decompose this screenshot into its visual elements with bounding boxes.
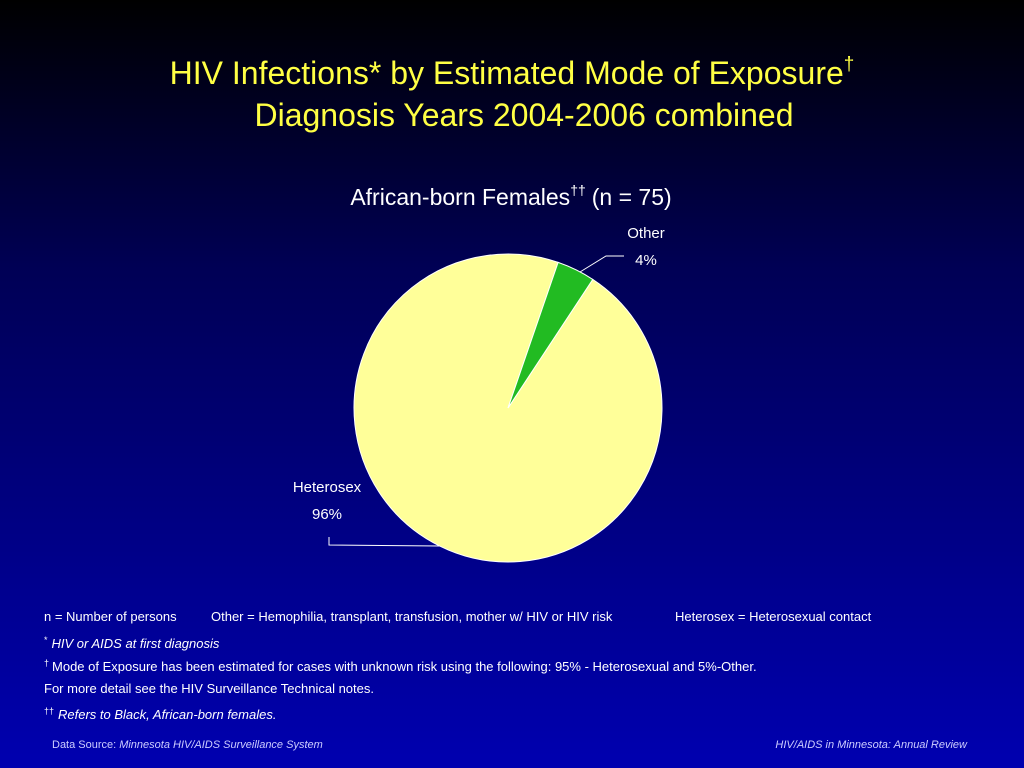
footer-source: Data Source: Minnesota HIV/AIDS Surveilla…	[52, 739, 323, 751]
footnote-text: Mode of Exposure has been estimated for …	[52, 659, 757, 674]
subtitle-text: African-born Females	[350, 184, 570, 210]
title-line: Diagnosis Years 2004-2006 combined	[254, 97, 793, 133]
slice-label: Heterosex	[293, 479, 362, 496]
subtitle: African-born Females†† (n = 75)	[350, 182, 671, 210]
footnote-legend: Other = Hemophilia, transplant, transfus…	[211, 609, 613, 624]
footnote: † Mode of Exposure has been estimated for…	[44, 658, 757, 674]
subtitle-mark: ††	[570, 182, 586, 198]
leader-line	[579, 255, 624, 273]
title-mark: †	[844, 54, 855, 75]
footnote-detail: For more detail see the HIV Surveillance…	[44, 681, 374, 696]
pie	[353, 253, 663, 563]
slice-label: Other	[627, 225, 665, 242]
footnote-text: Refers to Black, African-born females.	[58, 707, 276, 722]
footer-right: HIV/AIDS in Minnesota: Annual Review	[775, 739, 968, 751]
slice-value-label: 96%	[312, 506, 342, 523]
subtitle-suffix: (n = 75)	[592, 184, 672, 210]
footnote-legend: n = Number of persons	[44, 609, 177, 624]
footnote: * HIV or AIDS at first diagnosis	[44, 635, 220, 651]
footnote: †† Refers to Black, African-born females.	[44, 706, 276, 722]
footer-source-text: Minnesota HIV/AIDS Surveillance System	[119, 739, 323, 751]
leader-line	[328, 537, 441, 547]
footnote-mark: †	[44, 658, 49, 668]
footnote-mark: ††	[44, 706, 54, 716]
pie-slice	[507, 261, 594, 409]
slice-value-label: 4%	[635, 252, 657, 269]
footnote-mark: *	[44, 635, 48, 645]
footnote-text: HIV or AIDS at first diagnosis	[52, 636, 220, 651]
title-text: HIV Infections* by Estimated Mode of Exp…	[170, 55, 844, 91]
title-line: HIV Infections* by Estimated Mode of Exp…	[170, 54, 855, 91]
footnote-legend: Heterosex = Heterosexual contact	[675, 609, 872, 624]
footer-source-label: Data Source:	[52, 739, 116, 751]
